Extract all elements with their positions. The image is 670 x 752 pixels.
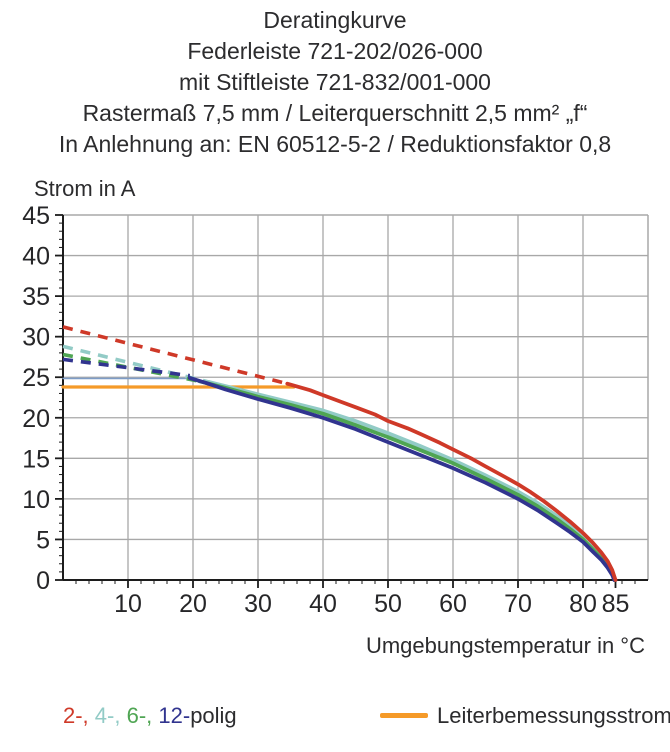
svg-text:5: 5 <box>36 526 50 554</box>
legend-pole-suffix: polig <box>190 703 237 728</box>
chart-title-line-2: Federleiste 721-202/026-000 <box>187 38 483 64</box>
svg-text:35: 35 <box>22 283 50 311</box>
chart-title-block: Deratingkurve Federleiste 721-202/026-00… <box>0 5 670 160</box>
legend-pole-4: 4-, <box>94 703 127 728</box>
svg-text:60: 60 <box>439 590 467 618</box>
chart-title-line-1: Deratingkurve <box>263 7 407 33</box>
svg-text:25: 25 <box>22 364 50 392</box>
svg-text:20: 20 <box>179 590 207 618</box>
svg-text:15: 15 <box>22 445 50 473</box>
y-axis-title: Strom in A <box>34 176 136 201</box>
chart-title-line-3: mit Stiftleiste 721-832/001-000 <box>179 69 491 95</box>
chart-title-line-4: Rastermaß 7,5 mm / Leiterquerschnitt 2,5… <box>82 100 588 126</box>
chart-title-line-5: In Anlehnung an: EN 60512-5-2 / Reduktio… <box>58 131 612 157</box>
curve-series <box>61 325 618 582</box>
svg-text:50: 50 <box>374 590 402 618</box>
svg-text:30: 30 <box>22 324 50 352</box>
rated-current-line-swatch <box>380 713 428 718</box>
rated-current-label: Leiterbemessungsstrom <box>437 703 670 728</box>
svg-text:40: 40 <box>22 243 50 271</box>
axis-ticks <box>55 214 636 588</box>
svg-text:70: 70 <box>504 590 532 618</box>
svg-text:10: 10 <box>22 486 50 514</box>
legend-pole-counts: 2-, 4-, 6-, 12-polig <box>63 703 237 729</box>
svg-text:40: 40 <box>309 590 337 618</box>
legend-pole-6: 6-, <box>126 703 159 728</box>
plot-frame <box>62 214 649 581</box>
svg-text:45: 45 <box>22 202 50 230</box>
svg-text:85: 85 <box>602 590 630 618</box>
svg-text:0: 0 <box>36 567 50 595</box>
svg-text:10: 10 <box>114 590 142 618</box>
legend-pole-2: 2-, <box>63 703 95 728</box>
svg-text:20: 20 <box>22 405 50 433</box>
axis-tick-labels: 10 20 30 40 50 60 70 80 85 0 5 10 15 20 25 30 35 40 45 <box>22 202 629 618</box>
svg-text:30: 30 <box>244 590 272 618</box>
svg-text:80: 80 <box>569 590 597 618</box>
legend-pole-12: 12- <box>158 703 191 728</box>
legend: 2-, 4-, 6-, 12-polig Leiterbemessungsstr… <box>0 703 670 743</box>
x-axis-title: Umgebungstemperatur in °C <box>366 633 645 658</box>
